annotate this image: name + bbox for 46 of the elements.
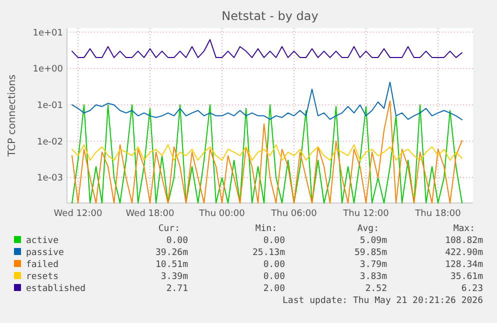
- text: 3.79m: [360, 260, 387, 270]
- text: 5.09m: [360, 236, 387, 246]
- x-tick-label: Thu 06:00: [270, 209, 318, 219]
- x-tick-label: Thu 00:00: [198, 209, 246, 219]
- text: 2.52: [365, 284, 387, 294]
- text: 3.83m: [360, 272, 387, 282]
- text: 0.00: [263, 272, 285, 282]
- y-axis-title: TCP connections: [7, 74, 18, 158]
- legend-label: passive: [26, 248, 64, 258]
- text: 422.90m: [445, 248, 483, 258]
- text: 6.23: [461, 284, 483, 294]
- text: 35.61m: [450, 272, 483, 282]
- text: 10.51m: [155, 260, 188, 270]
- text: 0.00: [166, 236, 188, 246]
- y-tick-label: 1e-03: [37, 174, 63, 184]
- line-series: [72, 39, 462, 58]
- chart-title: Netstat - by day: [222, 9, 318, 23]
- line-series: [72, 82, 462, 120]
- x-tick-label: Thu 18:00: [414, 209, 462, 219]
- text: 0.00: [263, 260, 285, 270]
- text: Last update: Thu May 21 20:21:26 2026: [282, 296, 483, 306]
- text: 25.13m: [252, 248, 285, 258]
- x-tick-label: Wed 18:00: [126, 209, 174, 219]
- legend-label: resets: [26, 272, 59, 282]
- text: Max:: [453, 224, 475, 234]
- line-series: [72, 144, 462, 161]
- text: 39.26m: [155, 248, 188, 258]
- text: 128.34m: [445, 260, 483, 270]
- text: Cur:: [158, 224, 180, 234]
- y-tick-label: 1e-01: [37, 101, 63, 112]
- legend-label: active: [26, 236, 59, 246]
- text: 59.85m: [354, 248, 387, 258]
- text: 0.00: [263, 236, 285, 246]
- text: 108.82m: [445, 236, 483, 246]
- text: 3.39m: [160, 272, 188, 282]
- text: 2.71: [166, 284, 188, 294]
- x-tick-label: Thu 12:00: [342, 209, 390, 219]
- text: Min:: [255, 224, 277, 234]
- text: Avg:: [357, 224, 379, 234]
- y-tick-label: 1e+00: [32, 64, 64, 75]
- y-tick-label: 1e+01: [32, 28, 63, 38]
- legend-label: established: [26, 284, 86, 294]
- y-tick-label: 1e-02: [37, 137, 63, 148]
- text: 2.00: [263, 284, 285, 294]
- legend-label: failed: [26, 260, 59, 270]
- x-tick-label: Wed 12:00: [54, 209, 102, 219]
